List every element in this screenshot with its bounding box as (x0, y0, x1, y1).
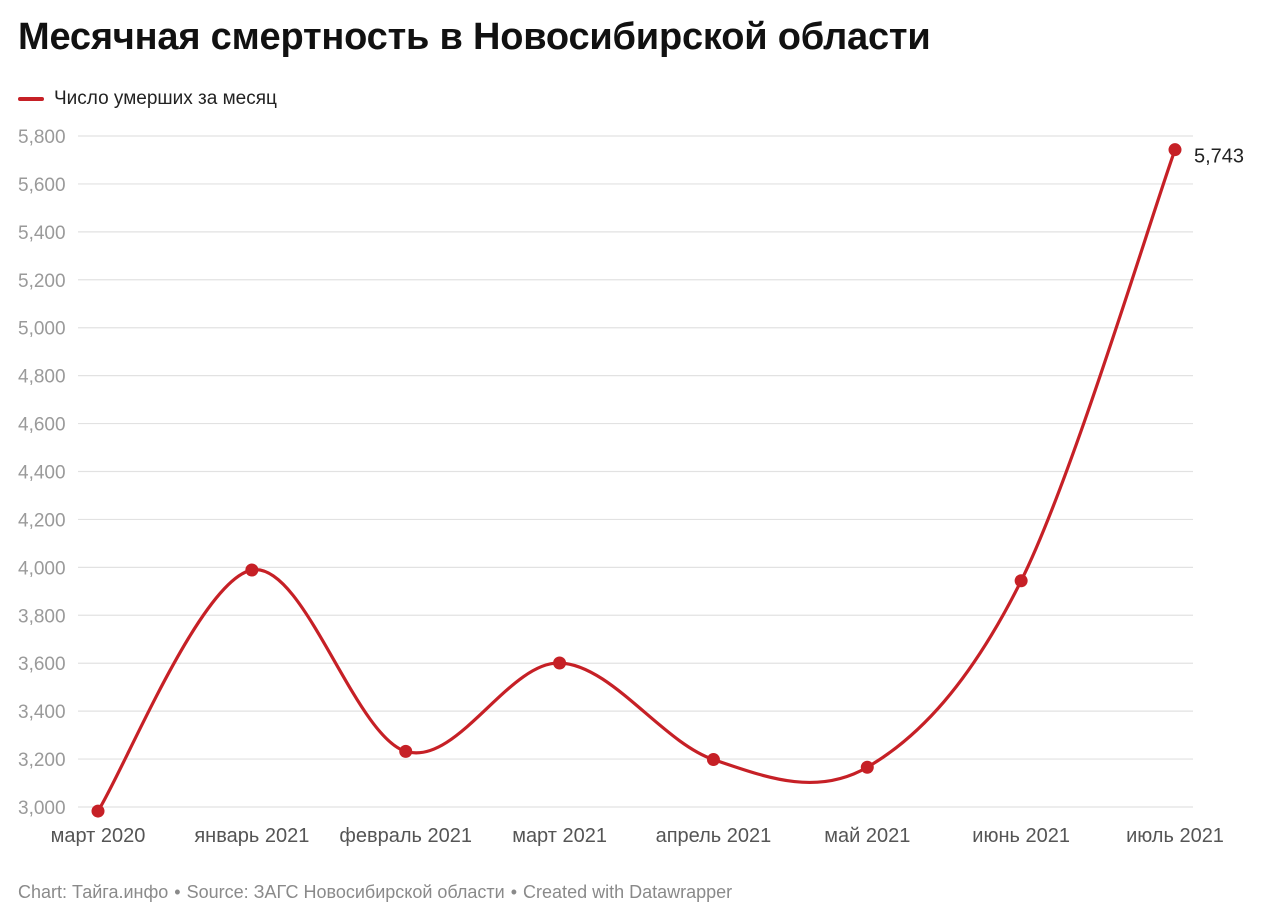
y-tick-label: 4,400 (18, 463, 66, 484)
legend-swatch (18, 97, 44, 101)
footer-separator: • (510, 882, 518, 902)
data-point (1168, 143, 1182, 157)
y-tick-label: 4,200 (18, 510, 66, 531)
y-tick-label: 3,000 (18, 798, 66, 819)
y-tick-label: 4,800 (18, 367, 66, 388)
data-point (245, 563, 259, 577)
y-tick-label: 5,800 (18, 127, 66, 148)
y-tick-label: 5,600 (18, 175, 66, 196)
y-tick-label: 3,400 (18, 702, 66, 723)
y-tick-label: 5,200 (18, 271, 66, 292)
footer-separator: • (174, 882, 181, 902)
footer-source: Source: ЗАГС Новосибирской области (186, 882, 505, 902)
legend: Число умерших за месяц (18, 88, 277, 110)
x-tick-label: март 2021 (512, 825, 607, 847)
y-tick-label: 3,800 (18, 606, 66, 627)
y-tick-label: 4,600 (18, 415, 66, 436)
x-tick-label: март 2020 (51, 825, 146, 847)
x-tick-label: май 2021 (824, 825, 910, 847)
y-tick-label: 4,000 (18, 558, 66, 579)
chart-footer: Chart: Тайга.инфо • Source: ЗАГС Новосибир… (18, 882, 732, 903)
x-tick-label: июнь 2021 (972, 825, 1070, 847)
x-tick-label: апрель 2021 (656, 825, 772, 847)
data-point (399, 744, 413, 758)
data-point (1014, 574, 1028, 588)
data-point (91, 804, 105, 818)
data-point (553, 656, 567, 670)
footer-chart-credit: Chart: Тайга.инфо (18, 882, 169, 902)
chart-title: Месячная смертность в Новосибирской обла… (18, 16, 931, 58)
footer-created-with: Created with Datawrapper (523, 882, 733, 902)
y-tick-label: 5,400 (18, 223, 66, 244)
data-label: 5,743 (1194, 146, 1244, 168)
y-tick-label: 3,200 (18, 750, 66, 771)
x-tick-label: январь 2021 (194, 825, 309, 847)
legend-label: Число умерших за месяц (54, 88, 277, 109)
line-chart: 3,000 3,200 3,400 3,600 3,800 4,000 4,200 4,400… (18, 127, 1244, 847)
x-tick-label: июль 2021 (1126, 825, 1224, 847)
data-point (860, 760, 874, 774)
data-point (706, 753, 720, 767)
y-tick-label: 5,000 (18, 319, 66, 340)
x-tick-label: февраль 2021 (339, 825, 472, 847)
y-tick-label: 3,600 (18, 654, 66, 675)
series-line (96, 148, 1177, 813)
